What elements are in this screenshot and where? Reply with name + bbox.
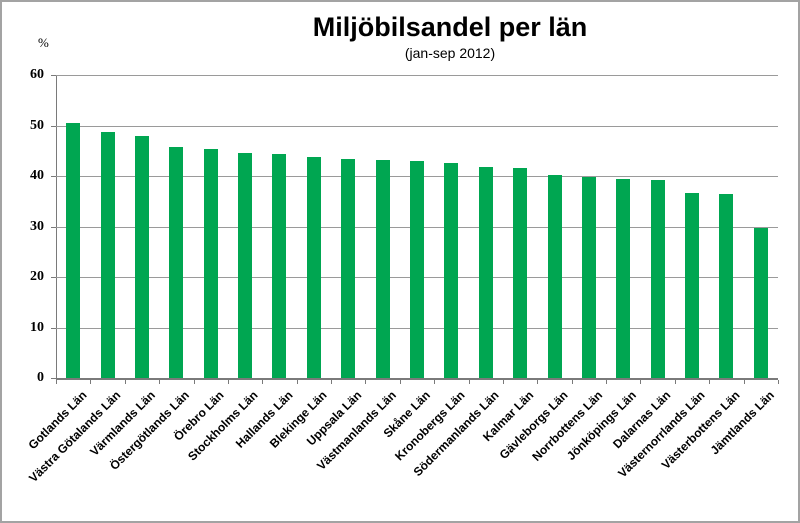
bar xyxy=(616,178,631,378)
x-tick-mark xyxy=(675,380,676,384)
x-tick-mark xyxy=(262,380,263,384)
bar xyxy=(306,157,321,378)
y-tick-label-20: 20 xyxy=(30,269,44,284)
bar xyxy=(650,180,665,378)
x-tick-mark xyxy=(159,380,160,384)
x-tick-mark xyxy=(537,380,538,384)
y-tick-mark xyxy=(51,176,56,177)
y-tick-mark xyxy=(51,378,56,379)
bar xyxy=(581,176,596,378)
x-tick-mark xyxy=(640,380,641,384)
x-axis-tick-marks xyxy=(56,380,779,384)
bar xyxy=(478,166,493,378)
gridline-50 xyxy=(56,125,778,127)
x-tick-mark xyxy=(56,380,57,384)
x-tick-mark xyxy=(331,380,332,384)
y-tick-mark xyxy=(51,327,56,329)
chart-title: Miljöbilsandel per län xyxy=(312,12,588,42)
x-tick-mark xyxy=(125,380,126,384)
x-tick-mark xyxy=(194,380,195,384)
bar xyxy=(753,227,768,378)
bar xyxy=(203,148,218,378)
x-tick-mark xyxy=(90,380,91,384)
bar xyxy=(719,193,734,378)
chart-subtitle: (jan-sep 2012) xyxy=(404,45,496,61)
y-axis-tick-labels: 0 10 20 30 40 50 60 xyxy=(2,68,50,385)
x-tick-mark xyxy=(778,380,779,384)
bar xyxy=(100,132,115,378)
y-tick-label-10: 10 xyxy=(30,319,44,335)
bar xyxy=(238,152,253,378)
plot-area xyxy=(56,75,778,380)
x-tick-mark xyxy=(228,380,229,384)
x-tick-mark xyxy=(297,380,298,384)
x-tick-mark xyxy=(709,380,710,384)
x-tick-mark xyxy=(744,380,745,384)
bar xyxy=(375,160,390,378)
bar xyxy=(685,192,700,378)
x-axis-category-labels: Gotlands Län Västra Götalands Län Värmland… xyxy=(25,386,778,521)
bar xyxy=(272,153,287,378)
y-axis-unit-label: % xyxy=(38,35,49,50)
y-tick-label-40: 40 xyxy=(30,168,44,183)
y-tick-label-30: 30 xyxy=(30,218,44,234)
bar xyxy=(66,123,81,378)
gridline-60 xyxy=(56,75,778,76)
bar xyxy=(169,147,184,378)
x-tick-mark xyxy=(365,380,366,384)
bar xyxy=(410,161,424,378)
x-tick-mark xyxy=(434,380,435,384)
x-tick-mark xyxy=(503,380,504,384)
y-tick-mark xyxy=(51,75,56,76)
y-tick-label-60: 60 xyxy=(30,67,44,82)
y-tick-label-0: 0 xyxy=(37,370,44,385)
x-axis-line xyxy=(56,378,778,380)
y-tick-mark xyxy=(51,277,56,278)
bar xyxy=(134,136,149,378)
bar xyxy=(547,175,562,378)
bar xyxy=(513,168,528,378)
x-tick-mark xyxy=(606,380,607,384)
y-tick-mark xyxy=(51,226,56,228)
y-tick-label-50: 50 xyxy=(30,117,44,133)
bar xyxy=(444,162,459,378)
x-tick-mark xyxy=(400,380,401,384)
x-tick-mark xyxy=(572,380,573,384)
y-tick-mark xyxy=(51,125,56,127)
bar xyxy=(341,158,356,378)
x-tick-mark xyxy=(469,380,470,384)
